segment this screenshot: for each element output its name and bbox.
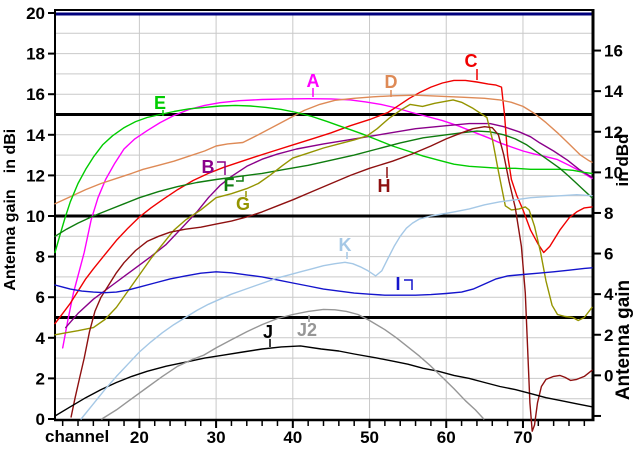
- x-tick-label: 60: [437, 428, 456, 445]
- series-J-label: J: [263, 322, 273, 342]
- series-D-line: [54, 94, 593, 205]
- y-left-tick-label: 4: [36, 329, 46, 348]
- series-B-label: B: [202, 157, 215, 177]
- x-tick-label: 20: [130, 428, 149, 445]
- series-G-label: G: [236, 194, 250, 214]
- series-D-label: D: [385, 72, 398, 92]
- x-axis-title: channel: [45, 427, 109, 445]
- y-right-tick-label: 16: [604, 42, 623, 61]
- y-left-tick-label: 2: [36, 369, 45, 388]
- y-left-axis-title: Antenna gain: [2, 189, 19, 290]
- y-left-tick-label: 20: [26, 4, 45, 23]
- curves-layer: [54, 79, 593, 432]
- y-right-tick-label: 6: [604, 245, 613, 264]
- y-right-tick-label: 14: [604, 82, 623, 101]
- x-tick-label: 40: [283, 428, 302, 445]
- series-A-line: [62, 97, 593, 349]
- series-J2-line: [101, 308, 485, 420]
- series-H-line: [70, 125, 593, 432]
- series-J2-label: J2: [297, 320, 317, 340]
- y-right-tick-label: 12: [604, 123, 623, 142]
- y-left-tick-label: 16: [26, 85, 45, 104]
- y-right-tick-label: 0: [604, 366, 613, 385]
- y-right-tick-label: 8: [604, 204, 613, 223]
- series-E-line: [54, 104, 593, 254]
- series-F-line: [54, 130, 593, 238]
- y-left-tick-label: 6: [36, 288, 45, 307]
- y-left-axis-unit: in dBi: [2, 129, 19, 173]
- x-tick-label: 50: [360, 428, 379, 445]
- series-K-label: K: [339, 235, 352, 255]
- x-tick-label: 70: [513, 428, 532, 445]
- series-I-label: I: [395, 274, 400, 294]
- series-I-label-pointer: [404, 279, 413, 290]
- y-right-tick-label: 2: [604, 326, 613, 345]
- series-B-label-pointer: [217, 161, 226, 175]
- y-right-axis-title: Antenna gain: [613, 280, 634, 400]
- y-left-tick-label: 8: [36, 248, 45, 267]
- series-F-label: F: [224, 175, 235, 195]
- series-C-line: [54, 79, 593, 325]
- y-left-tick-label: 10: [26, 207, 45, 226]
- y-right-tick-label: 4: [604, 285, 614, 304]
- bold-lines-layer: [55, 113, 592, 319]
- series-I-line: [54, 267, 593, 296]
- y-left-tick-label: 18: [26, 45, 45, 64]
- tick-labels-layer: 20 30 40 50 60 70 0 2 4 6 8 10 12 14 16 18 20 0 2 4 6 8 10 12 14…: [26, 4, 623, 447]
- y-left-tick-label: 12: [26, 166, 45, 185]
- series-J-line: [54, 345, 593, 417]
- series-H-label: H: [378, 176, 391, 196]
- series-A-label: A: [307, 71, 320, 91]
- y-right-axis-unit: in dBd: [613, 134, 632, 187]
- frame-layer: [54, 9, 595, 422]
- series-E-label: E: [154, 93, 166, 113]
- y-right-tick-label: 10: [604, 163, 623, 182]
- series-B-line: [64, 122, 593, 329]
- y-left-tick-label: 0: [36, 410, 45, 429]
- series-K-line: [80, 193, 593, 420]
- ticks-layer: [48, 12, 601, 428]
- series-G-line: [54, 99, 593, 336]
- series-C-label: C: [465, 51, 478, 71]
- series-F-label-pointer: [236, 176, 244, 182]
- y-left-tick-label: 14: [26, 126, 45, 145]
- x-tick-label: 30: [207, 428, 226, 445]
- curve-labels-layer: A B C D E FG H I J J2 K: [154, 51, 478, 347]
